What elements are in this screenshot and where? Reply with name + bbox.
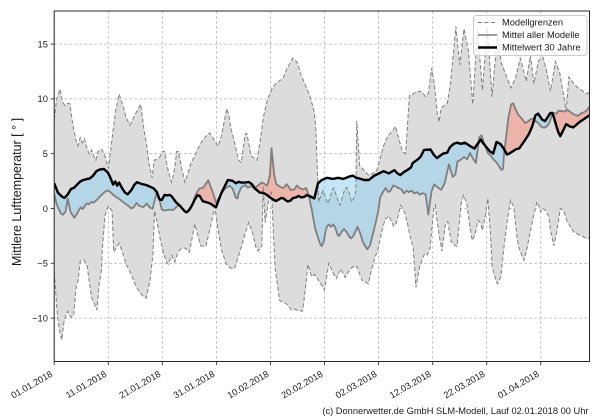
svg-text:Mittel aller Modelle: Mittel aller Modelle <box>502 30 580 40</box>
svg-text:15: 15 <box>38 39 48 49</box>
svg-text:0: 0 <box>43 204 48 214</box>
svg-text:−10: −10 <box>32 313 48 323</box>
svg-text:Mittelwert 30 Jahre: Mittelwert 30 Jahre <box>502 43 581 53</box>
svg-text:−5: −5 <box>37 259 48 269</box>
svg-text:5: 5 <box>43 149 48 159</box>
svg-text:(c) Donnerwetter.de GmbH SLM-M: (c) Donnerwetter.de GmbH SLM-Modell, Lau… <box>322 406 588 416</box>
svg-text:10: 10 <box>38 94 48 104</box>
svg-text:Modellgrenzen: Modellgrenzen <box>502 18 563 28</box>
svg-text:Mittlere Lufttemperatur [ ° ]: Mittlere Lufttemperatur [ ° ] <box>10 118 24 266</box>
